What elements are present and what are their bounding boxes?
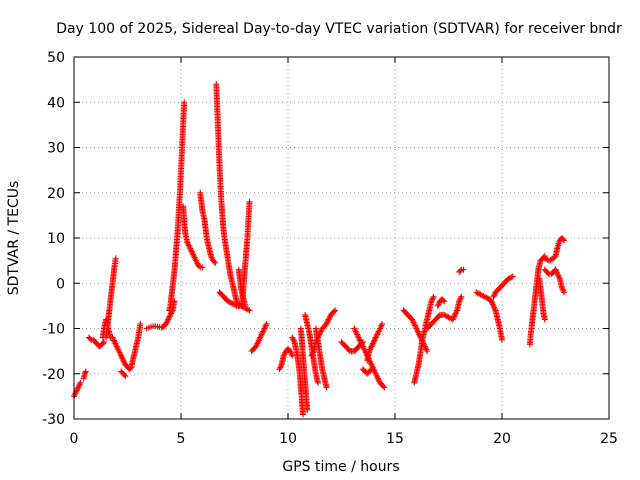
data-point: [429, 296, 436, 303]
data-point: [263, 320, 270, 327]
data-point: [290, 337, 297, 344]
data-point: [551, 254, 558, 261]
data-point: [508, 274, 515, 281]
data-point: [100, 339, 107, 346]
grid: [74, 57, 609, 419]
data-point: [121, 371, 128, 378]
data-point: [246, 307, 253, 314]
data-point: [460, 266, 467, 273]
x-tick-label: 0: [70, 431, 79, 447]
data-point: [509, 273, 516, 280]
x-tick-label: 20: [493, 431, 511, 447]
data-point: [541, 316, 548, 323]
data-point: [299, 411, 306, 418]
data-point: [381, 384, 388, 391]
x-tick-label: 25: [600, 431, 618, 447]
y-tick-label: 10: [47, 231, 65, 247]
y-tick-label: -20: [42, 367, 65, 383]
data-point: [561, 237, 568, 244]
data-point: [245, 306, 252, 313]
x-tick-label: 5: [177, 431, 186, 447]
data-point: [458, 293, 465, 300]
data-point: [323, 384, 330, 391]
data-point: [561, 289, 568, 296]
data-point: [127, 365, 134, 372]
data-point: [212, 259, 219, 266]
data-point: [309, 349, 316, 356]
data-point: [456, 296, 463, 303]
data-point: [379, 320, 386, 327]
data-point: [277, 363, 284, 370]
data-point: [99, 340, 106, 347]
data-point: [380, 383, 387, 390]
data-point: [559, 286, 566, 293]
data-point: [440, 297, 447, 304]
data-point: [331, 308, 338, 315]
x-tick-label: 10: [279, 431, 297, 447]
data-point: [499, 336, 505, 343]
y-tick-label: 20: [47, 186, 65, 202]
y-axis-label: SDTVAR / TECUs: [6, 181, 22, 296]
x-axis-label: GPS time / hours: [282, 459, 399, 475]
data-point: [246, 198, 253, 205]
data-point: [332, 307, 339, 314]
data-point: [457, 267, 464, 274]
data-point: [77, 379, 84, 386]
y-tick-label: 50: [47, 50, 65, 66]
data-point: [196, 263, 203, 270]
data-point: [367, 367, 374, 374]
data-point: [430, 293, 437, 300]
y-tick-label: -10: [42, 322, 65, 338]
data-point: [122, 373, 129, 380]
data-point: [82, 368, 89, 375]
data-point: [211, 258, 218, 265]
data-point: [199, 264, 206, 271]
data-point: [368, 366, 375, 373]
data-point: [137, 320, 144, 327]
data-point: [424, 348, 431, 355]
x-tick-label: 15: [386, 431, 404, 447]
y-tick-label: 0: [56, 276, 65, 292]
data-point: [112, 255, 119, 262]
data-point: [314, 379, 321, 386]
chart-title: Day 100 of 2025, Sidereal Day-to-day VTE…: [56, 21, 622, 37]
data-point: [304, 406, 311, 413]
y-tick-label: -30: [42, 412, 65, 428]
data-point: [181, 99, 188, 106]
data-point: [559, 236, 566, 243]
data-point: [441, 298, 448, 305]
axis-ticks: 0 5 10 15 20 25 -30 -20 -10 0 10 20 30 40 50: [42, 50, 618, 447]
data-point: [87, 335, 94, 342]
y-tick-label: 40: [47, 95, 65, 111]
y-tick-label: 30: [47, 141, 65, 157]
data-points: [71, 81, 568, 418]
data-point: [232, 302, 239, 309]
